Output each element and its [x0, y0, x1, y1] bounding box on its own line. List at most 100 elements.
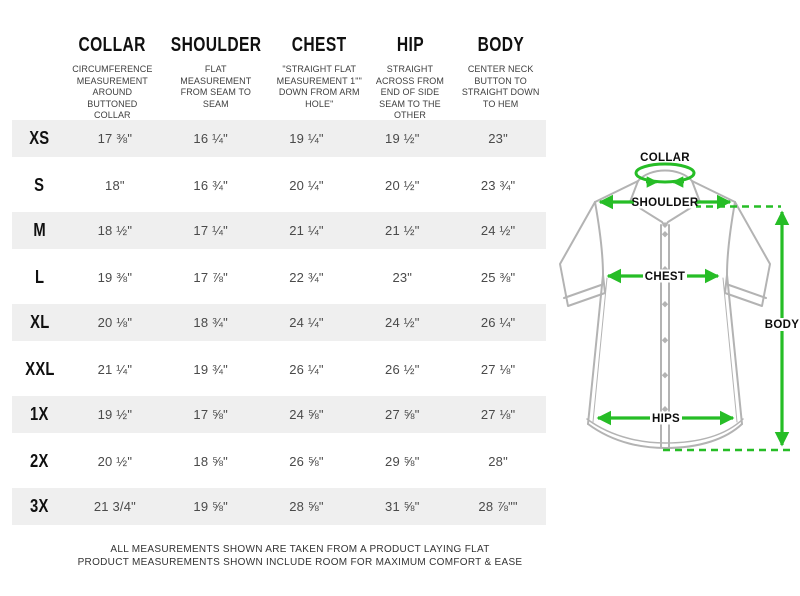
cell-body: 23" [488, 131, 508, 146]
cell-shoulder: 17 ⅞" [193, 269, 228, 285]
size-label: 3X [30, 496, 49, 516]
cell-hip: 21 ½" [385, 223, 420, 238]
right-side-seam-inner [722, 277, 738, 423]
cell-collar: 18 ½" [97, 223, 133, 238]
cell-chest: 26 ⅝" [289, 453, 324, 469]
footnote-line-1: ALL MEASUREMENTS SHOWN ARE TAKEN FROM A … [110, 544, 490, 555]
button [661, 337, 669, 344]
size-label: XXL [24, 358, 55, 379]
cell-collar: 21 3/4" [93, 499, 136, 514]
cell-body: 25 ⅜" [480, 269, 516, 285]
cell-shoulder: 17 ¼" [193, 223, 228, 238]
cell-collar: 19 ⅜" [97, 269, 133, 285]
left-side-seam [587, 274, 604, 425]
collar-measure-label: COLLAR [640, 152, 690, 164]
right-armhole-seam [726, 201, 736, 276]
column-title: BODY [477, 34, 524, 56]
column-header-chest: CHEST "STRAIGHT FLAT MEASUREMENT 1"" DOW… [274, 28, 365, 116]
cell-hip: 27 ⅝" [385, 407, 420, 422]
cell-chest: 21 ¼" [289, 223, 324, 238]
column-description: STRAIGHT ACROSS FROM END OF SIDE SEAM TO… [375, 64, 444, 120]
size-label: XL [29, 312, 50, 332]
footnote-line-2: PRODUCT MEASUREMENTS SHOWN INCLUDE ROOM … [77, 557, 523, 568]
left-armhole-seam [594, 201, 604, 276]
cell-chest: 24 ⅝" [289, 407, 324, 422]
cell-shoulder: 17 ⅝" [193, 407, 228, 422]
column-header-hip: HIP STRAIGHT ACROSS FROM END OF SIDE SEA… [365, 28, 456, 120]
size-label: 1X [30, 404, 49, 424]
cell-shoulder: 19 ⅝" [193, 499, 228, 514]
size-label: M [33, 220, 46, 240]
right-side-seam [726, 274, 743, 425]
button [662, 222, 668, 228]
cell-body: 28 ⅞"" [478, 499, 518, 514]
left-sleeve [559, 201, 606, 307]
table-header-row: COLLAR CIRCUMFERENCE MEASUREMENT AROUND … [12, 28, 546, 120]
chest-measure-label: CHEST [645, 271, 685, 283]
table-row-s: S 18" 16 ¾" 20 ¼" 20 ½" 23 ¾" [12, 162, 546, 208]
measurement-footnote: ALL MEASUREMENTS SHOWN ARE TAKEN FROM A … [0, 543, 600, 569]
column-description: CENTER NECK BUTTON TO STRAIGHT DOWN TO H… [461, 64, 540, 109]
shoulder-measure-label: SHOULDER [632, 197, 699, 209]
column-header-body: BODY CENTER NECK BUTTON TO STRAIGHT DOWN… [455, 28, 546, 116]
table-row-3x: 3X 21 3/4" 19 ⅝" 28 ⅝" 31 ⅝" 28 ⅞"" [12, 484, 546, 530]
column-header-shoulder: SHOULDER FLAT MEASUREMENT FROM SEAM TO S… [158, 28, 274, 116]
cell-collar: 18" [105, 177, 125, 193]
body-measure-label: BODY [765, 319, 799, 331]
cell-chest: 28 ⅝" [289, 499, 324, 514]
header-corner-spacer [12, 28, 67, 116]
hem-band [586, 418, 744, 444]
cell-body: 28" [488, 453, 508, 469]
cell-hip: 19 ½" [385, 131, 420, 146]
table-row-1x: 1X 19 ½" 17 ⅝" 24 ⅝" 27 ⅝" 27 ⅛" [12, 392, 546, 438]
cell-collar: 21 ¼" [97, 361, 133, 377]
size-label: S [34, 174, 45, 195]
table-row-xxl: XXL 21 ¼" 19 ¾" 26 ¼" 26 ½" 27 ⅛" [12, 346, 546, 392]
column-title: HIP [396, 34, 424, 56]
cell-collar: 19 ½" [97, 407, 133, 422]
cell-chest: 22 ¾" [289, 269, 324, 285]
cell-chest: 20 ¼" [289, 177, 324, 193]
hem-curve [587, 423, 743, 449]
cell-shoulder: 16 ¼" [193, 131, 228, 146]
shirt-outline [559, 169, 771, 449]
table-row-2x: 2X 20 ½" 18 ⅝" 26 ⅝" 29 ⅝" 28" [12, 438, 546, 484]
column-header-collar: COLLAR CIRCUMFERENCE MEASUREMENT AROUND … [67, 28, 158, 120]
measurement-annotations: COLLAR SHOULDER CHEST HIPS BODY [596, 152, 800, 452]
body-label-backing [763, 318, 800, 331]
cell-hip: 23" [392, 269, 413, 285]
size-table: COLLAR CIRCUMFERENCE MEASUREMENT AROUND … [12, 28, 546, 530]
cell-shoulder: 19 ¾" [193, 361, 228, 377]
size-label: XS [29, 128, 50, 148]
cell-hip: 24 ½" [385, 315, 420, 330]
left-side-seam-inner [592, 277, 608, 423]
collar-measure-ellipse [634, 162, 696, 184]
left-cuff-band [563, 284, 602, 299]
cell-collar: 20 ⅛" [97, 315, 133, 330]
right-sleeve [724, 201, 771, 307]
size-label: 2X [30, 450, 49, 471]
table-row-m: M 18 ½" 17 ¼" 21 ¼" 21 ½" 24 ½" [12, 208, 546, 254]
column-title: SHOULDER [170, 34, 262, 56]
cell-body: 24 ½" [480, 223, 516, 238]
button [661, 406, 669, 413]
cell-collar: 20 ½" [97, 453, 133, 469]
cell-hip: 20 ½" [385, 177, 420, 193]
cell-body: 27 ⅛" [480, 361, 516, 377]
cell-body: 27 ⅛" [480, 407, 516, 422]
cell-chest: 26 ¼" [289, 361, 324, 377]
column-description: "STRAIGHT FLAT MEASUREMENT 1"" DOWN FROM… [276, 64, 362, 109]
shirt-measurement-diagram: COLLAR SHOULDER CHEST HIPS BODY [559, 152, 800, 452]
cell-body: 26 ¼" [480, 315, 516, 330]
column-description: FLAT MEASUREMENT FROM SEAM TO SEAM [180, 64, 252, 109]
table-row-l: L 19 ⅜" 17 ⅞" 22 ¾" 23" 25 ⅜" [12, 254, 546, 300]
button [661, 372, 669, 379]
column-description: CIRCUMFERENCE MEASUREMENT AROUND BUTTONE… [72, 64, 153, 120]
button [661, 231, 669, 238]
cell-body: 23 ¾" [480, 177, 516, 193]
chest-label-backing [643, 269, 687, 283]
cell-hip: 29 ⅝" [385, 453, 420, 469]
size-label: L [34, 266, 45, 287]
right-cuff-band [728, 284, 767, 299]
